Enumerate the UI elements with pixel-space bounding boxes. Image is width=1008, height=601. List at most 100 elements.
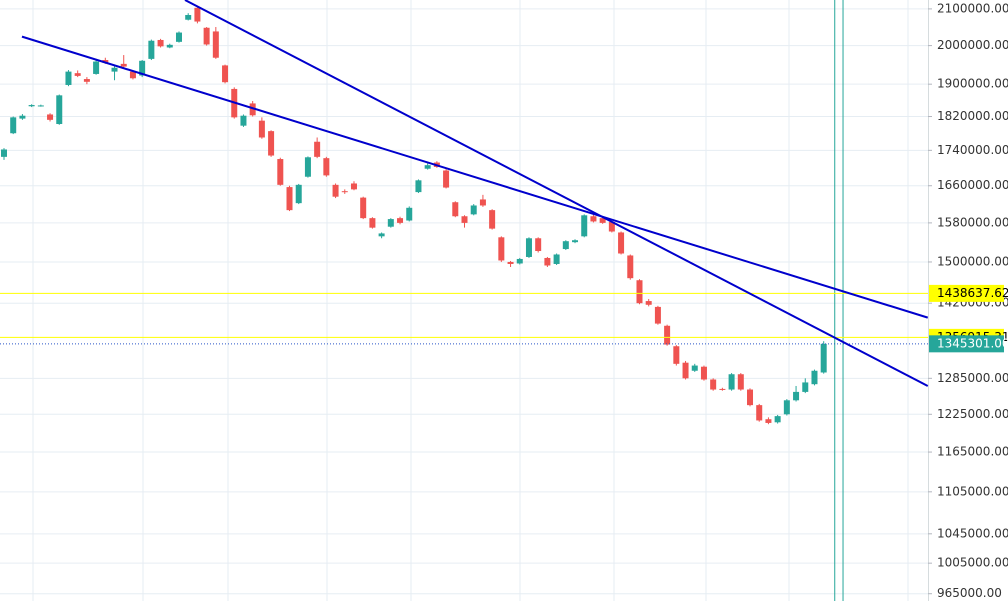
price-label-box (929, 335, 1004, 353)
candle-body (341, 191, 348, 193)
y-tick-label: 2100000.00 (937, 1, 1008, 15)
price-label: 1345301.00 (937, 336, 1008, 350)
candle-body (120, 63, 127, 67)
candle-body (562, 241, 569, 250)
candle-body (636, 280, 643, 304)
candle-body (111, 67, 118, 72)
trend-line (184, 0, 929, 387)
candle-body (415, 180, 422, 193)
candle-body (461, 216, 468, 223)
candle-body (37, 105, 44, 107)
candle-body (1, 149, 7, 157)
candle-body (535, 238, 542, 252)
candle-body (277, 159, 284, 185)
y-tick-label: 1500000.00 (937, 254, 1008, 268)
candle-body (581, 215, 588, 237)
candle-body (360, 197, 367, 219)
y-tick-label: 1105000.00 (937, 484, 1008, 498)
trend-line (21, 35, 929, 319)
candle-body (599, 218, 606, 223)
candle-body (590, 216, 597, 222)
candle-body (572, 240, 579, 243)
candle-body (65, 71, 72, 85)
candle-body (74, 73, 81, 76)
y-tick-label: 1660000.00 (937, 178, 1008, 192)
candle-body (397, 218, 404, 223)
candle-body (268, 131, 275, 156)
candle-body (525, 238, 532, 257)
candle-body (654, 306, 661, 324)
candle-body (175, 32, 182, 42)
candle-body (553, 254, 560, 264)
candle-body (608, 221, 615, 232)
candle-body (756, 405, 763, 421)
candle-body (249, 103, 256, 116)
y-tick-label: 1285000.00 (937, 371, 1008, 385)
candle-body (765, 419, 772, 423)
y-tick-label: 1005000.00 (937, 556, 1008, 570)
candle-body (387, 219, 394, 227)
y-tick-label: 1820000.00 (937, 109, 1008, 123)
y-tick-label: 1740000.00 (937, 143, 1008, 157)
candle-body (489, 210, 496, 229)
candle-body (719, 388, 726, 390)
candle-body (618, 232, 625, 254)
candle-body (802, 382, 809, 392)
candle-body (443, 170, 450, 188)
y-tick-label: 1580000.00 (937, 215, 1008, 229)
candle-body (148, 40, 155, 59)
candle-body (691, 365, 698, 371)
candle-body (295, 184, 302, 204)
candle-body (314, 141, 321, 157)
y-tick-label: 1165000.00 (937, 445, 1008, 459)
candle-body (673, 346, 680, 364)
candle-body (203, 27, 210, 45)
y-tick-label: 2000000.00 (937, 38, 1008, 52)
candle-body (323, 158, 330, 176)
time-grid (32, 0, 909, 601)
candle-body (627, 255, 634, 279)
candle-body (93, 61, 100, 74)
candle-body (424, 165, 431, 169)
candle-body (378, 233, 385, 237)
candle-body (820, 343, 827, 373)
candle-body (166, 44, 173, 48)
candle-body (700, 366, 707, 380)
candle-body (544, 257, 551, 266)
candle-body (212, 31, 219, 58)
candle-body (774, 416, 781, 423)
candle-body (350, 183, 357, 190)
candle-body (185, 15, 192, 20)
candle-body (682, 362, 689, 379)
candle-body (507, 261, 514, 264)
candle-body (747, 389, 754, 406)
candle-body (737, 374, 744, 390)
candle-body (194, 7, 201, 22)
candle-body (56, 95, 63, 125)
candle-body (240, 115, 247, 126)
candle-body (129, 71, 136, 79)
candle-body (47, 114, 54, 120)
candle-body (286, 187, 293, 211)
candle-body (10, 117, 17, 134)
candle-body (498, 237, 505, 261)
candle-body (793, 391, 800, 401)
candle-body (102, 60, 109, 63)
candle-body (83, 79, 90, 82)
candle-body (406, 207, 413, 221)
candle-body (369, 218, 376, 228)
candle-body (28, 105, 35, 107)
candle-body (258, 120, 265, 138)
candle-body (157, 39, 164, 47)
candle-body (728, 374, 735, 390)
candle-body (19, 115, 26, 119)
candle-body (516, 258, 523, 264)
candle-body (645, 301, 652, 305)
candle-body (664, 325, 671, 345)
candle-body (470, 205, 477, 215)
y-tick-label: 1045000.00 (937, 526, 1008, 540)
price-label: 1438637.62 (937, 286, 1008, 300)
candle-body (139, 60, 146, 76)
candle-body (452, 202, 459, 217)
